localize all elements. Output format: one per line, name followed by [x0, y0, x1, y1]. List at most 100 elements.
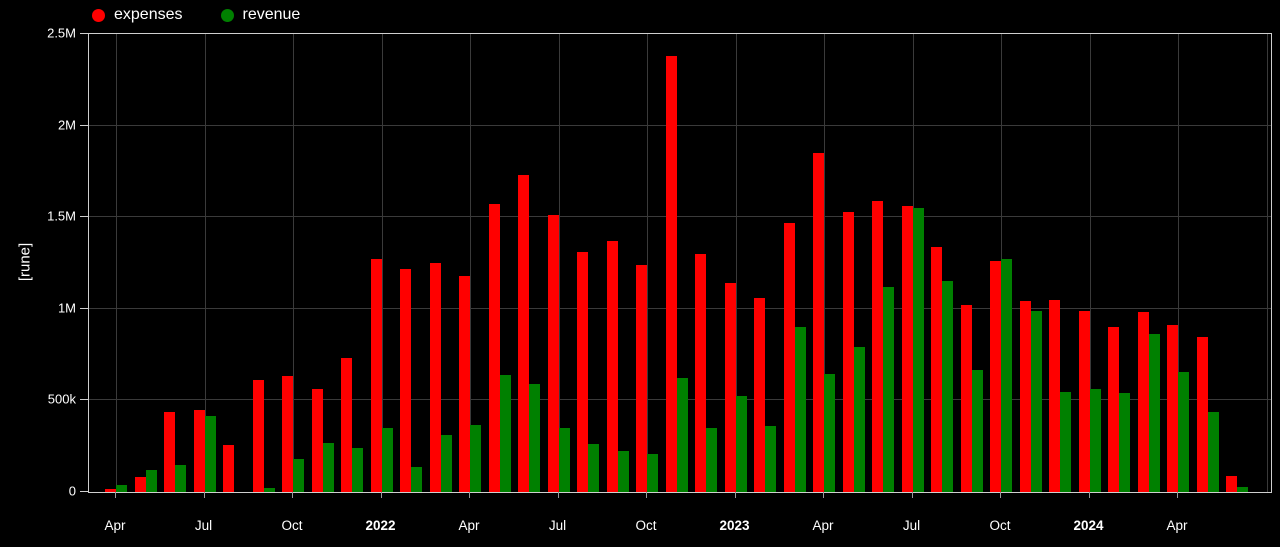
legend-item-revenue[interactable]: revenue: [220, 6, 300, 24]
bar-revenue-2021-06[interactable]: [175, 465, 186, 492]
legend-item-expenses[interactable]: expenses: [92, 6, 183, 24]
bar-expenses-2021-06[interactable]: [164, 412, 175, 492]
bar-revenue-2022-10[interactable]: [647, 453, 658, 492]
bar-revenue-2024-05[interactable]: [1207, 412, 1219, 492]
gridline-vertical: [116, 34, 117, 492]
bar-revenue-2021-09[interactable]: [263, 488, 275, 492]
bar-revenue-2022-07[interactable]: [558, 427, 570, 492]
bar-expenses-2023-06[interactable]: [872, 200, 883, 492]
bar-revenue-2022-09[interactable]: [617, 450, 629, 492]
bar-revenue-2023-02[interactable]: [765, 426, 776, 492]
x-tick-mark: [557, 492, 559, 498]
bar-revenue-2023-05[interactable]: [853, 347, 865, 492]
y-tick-label: 1.5M: [47, 208, 76, 224]
bar-expenses-2023-09[interactable]: [960, 305, 972, 492]
bar-revenue-2022-12[interactable]: [706, 427, 717, 492]
gridline-vertical: [647, 34, 648, 492]
bar-expenses-2022-03[interactable]: [429, 263, 441, 492]
bar-revenue-2022-03[interactable]: [440, 435, 452, 492]
bar-revenue-2021-11[interactable]: [322, 443, 334, 492]
bar-expenses-2022-02[interactable]: [400, 268, 411, 492]
bar-revenue-2023-03[interactable]: [794, 327, 806, 492]
bar-revenue-2023-01[interactable]: [735, 395, 747, 492]
x-tick-mark: [911, 492, 913, 498]
bar-revenue-2023-11[interactable]: [1030, 310, 1042, 492]
bar-revenue-2023-06[interactable]: [883, 286, 894, 492]
bar-revenue-2023-04[interactable]: [824, 373, 835, 492]
y-tick-label: 0: [68, 483, 76, 499]
bar-revenue-2024-04[interactable]: [1178, 372, 1189, 492]
bar-expenses-2021-10[interactable]: [282, 375, 293, 492]
plot-area[interactable]: [88, 33, 1272, 493]
bar-expenses-2023-08[interactable]: [931, 246, 942, 492]
bar-expenses-2021-05[interactable]: [134, 477, 146, 492]
bar-revenue-2024-06[interactable]: [1237, 487, 1248, 492]
bar-expenses-2021-04[interactable]: [105, 489, 116, 492]
bar-revenue-2024-02[interactable]: [1119, 393, 1130, 492]
bar-expenses-2024-06[interactable]: [1226, 475, 1237, 492]
bar-expenses-2023-05[interactable]: [842, 211, 854, 492]
gridline-vertical: [558, 34, 560, 492]
bar-expenses-2022-05[interactable]: [488, 204, 500, 492]
bar-revenue-2021-12[interactable]: [352, 448, 363, 492]
legend-label-expenses: expenses: [114, 6, 183, 23]
bar-expenses-2023-10[interactable]: [990, 261, 1001, 492]
gridline-horizontal: [89, 307, 1271, 309]
bar-revenue-2023-12[interactable]: [1060, 392, 1071, 492]
bar-expenses-2024-05[interactable]: [1196, 337, 1208, 492]
bar-expenses-2024-02[interactable]: [1108, 327, 1119, 492]
bar-expenses-2021-12[interactable]: [341, 358, 352, 492]
x-tick-mark: [1088, 492, 1090, 498]
gridline-horizontal: [89, 124, 1271, 126]
bar-revenue-2023-08[interactable]: [942, 281, 953, 492]
bar-expenses-2022-08[interactable]: [577, 252, 588, 492]
bar-expenses-2024-04[interactable]: [1167, 325, 1178, 492]
bar-expenses-2022-07[interactable]: [547, 215, 559, 492]
bar-expenses-2023-12[interactable]: [1049, 299, 1060, 492]
bar-revenue-2022-05[interactable]: [499, 374, 511, 492]
bar-expenses-2023-04[interactable]: [813, 153, 824, 492]
bar-expenses-2021-09[interactable]: [252, 380, 264, 492]
x-tick-label: Jul: [194, 518, 213, 533]
bar-revenue-2022-11[interactable]: [676, 377, 688, 492]
bar-revenue-2022-02[interactable]: [411, 467, 422, 492]
bar-expenses-2022-01[interactable]: [370, 259, 382, 492]
bar-expenses-2021-08[interactable]: [223, 445, 234, 492]
bar-revenue-2023-09[interactable]: [971, 370, 983, 492]
bar-revenue-2022-06[interactable]: [529, 383, 540, 492]
bar-expenses-2022-11[interactable]: [665, 55, 677, 492]
bar-expenses-2024-01[interactable]: [1078, 310, 1090, 492]
bar-expenses-2022-10[interactable]: [636, 264, 647, 492]
x-tick-label: Apr: [812, 518, 834, 533]
bar-expenses-2023-01[interactable]: [724, 283, 736, 492]
bar-expenses-2022-12[interactable]: [695, 253, 706, 492]
bar-expenses-2023-11[interactable]: [1019, 301, 1031, 492]
bar-expenses-2022-09[interactable]: [606, 241, 618, 492]
bar-expenses-2024-03[interactable]: [1137, 312, 1149, 492]
bar-expenses-2022-06[interactable]: [518, 175, 529, 492]
x-tick-label: Oct: [281, 518, 303, 533]
bar-revenue-2021-05[interactable]: [145, 470, 157, 492]
bar-expenses-2023-02[interactable]: [754, 297, 765, 492]
bar-expenses-2023-03[interactable]: [783, 222, 795, 492]
bar-revenue-2023-10[interactable]: [1001, 259, 1012, 492]
x-tick-label: Oct: [989, 518, 1011, 533]
bar-expenses-2021-07[interactable]: [193, 409, 205, 492]
bar-revenue-2021-07[interactable]: [204, 415, 216, 492]
bar-revenue-2022-01[interactable]: [381, 427, 393, 492]
x-tick-label: Oct: [635, 518, 657, 533]
x-tick-mark: [203, 492, 205, 498]
bar-revenue-2023-07[interactable]: [912, 208, 924, 492]
bar-revenue-2022-08[interactable]: [588, 444, 599, 492]
bar-revenue-2021-04[interactable]: [116, 484, 127, 492]
bar-revenue-2022-04[interactable]: [470, 425, 481, 492]
bar-expenses-2023-07[interactable]: [901, 206, 913, 492]
bar-revenue-2021-10[interactable]: [293, 459, 304, 492]
bar-revenue-2024-03[interactable]: [1148, 333, 1160, 492]
x-tick-mark: [1000, 492, 1001, 498]
bar-expenses-2021-11[interactable]: [311, 388, 323, 492]
gridline-vertical: [204, 34, 206, 492]
bar-expenses-2022-04[interactable]: [459, 275, 470, 492]
bar-revenue-2024-01[interactable]: [1089, 388, 1101, 492]
y-tick-label: 2.5M: [47, 25, 76, 41]
